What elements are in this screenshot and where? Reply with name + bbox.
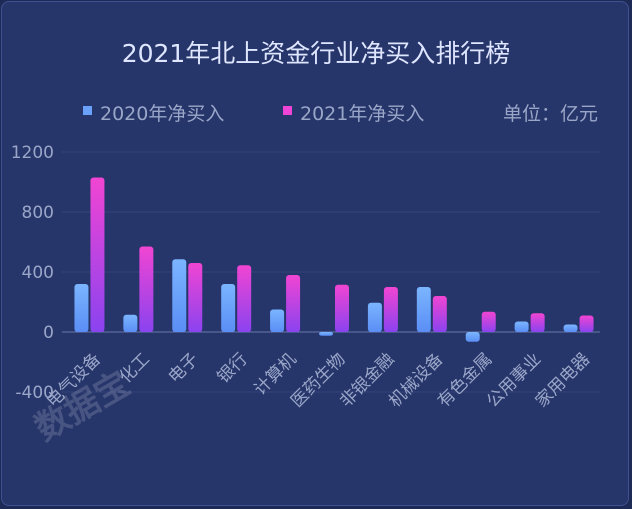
bar-2021 bbox=[90, 177, 105, 332]
bar-2021 bbox=[237, 265, 252, 332]
bar-2020 bbox=[416, 287, 431, 332]
bar-2020 bbox=[465, 332, 480, 342]
bar-2020 bbox=[319, 332, 333, 336]
bar-2021 bbox=[188, 263, 203, 332]
bar-2021 bbox=[335, 284, 349, 332]
bar-2021 bbox=[432, 296, 447, 332]
y-tick-label: 800 bbox=[22, 203, 54, 223]
unit-label: 单位：亿元 bbox=[503, 103, 598, 125]
y-tick-label: 400 bbox=[22, 263, 54, 283]
bar-2021 bbox=[286, 275, 301, 332]
bar-2021 bbox=[530, 313, 545, 332]
bar-2021 bbox=[481, 311, 496, 332]
bars bbox=[74, 177, 594, 342]
bar-2020 bbox=[563, 324, 578, 332]
bar-2021 bbox=[579, 315, 594, 332]
bar-2020 bbox=[172, 259, 187, 332]
x-tick-label: 家用电器 bbox=[532, 349, 594, 411]
legend-swatch-2020 bbox=[83, 106, 92, 115]
legend-swatch-2021 bbox=[283, 106, 292, 115]
bar-2021 bbox=[139, 246, 154, 332]
x-tick-label: 银行 bbox=[214, 349, 252, 387]
chart-title: 2021年北上资金行业净买入排行榜 bbox=[122, 39, 511, 68]
bar-2020 bbox=[74, 284, 89, 332]
y-tick-label: -400 bbox=[15, 383, 54, 403]
y-tick-label: 0 bbox=[43, 323, 54, 343]
bar-2020 bbox=[514, 321, 529, 332]
y-axis-ticks: 1200 800 400 0 -400 bbox=[11, 143, 54, 403]
legend-label-2021: 2021年净买入 bbox=[300, 103, 424, 125]
bar-2020 bbox=[270, 309, 285, 332]
y-tick-label: 1200 bbox=[11, 143, 54, 163]
bar-2021 bbox=[383, 287, 398, 332]
bar-2020 bbox=[367, 302, 382, 332]
x-tick-label: 电子 bbox=[165, 349, 203, 387]
bar-2020 bbox=[221, 284, 236, 332]
legend-label-2020: 2020年净买入 bbox=[100, 103, 224, 125]
bar-2020 bbox=[123, 314, 138, 332]
